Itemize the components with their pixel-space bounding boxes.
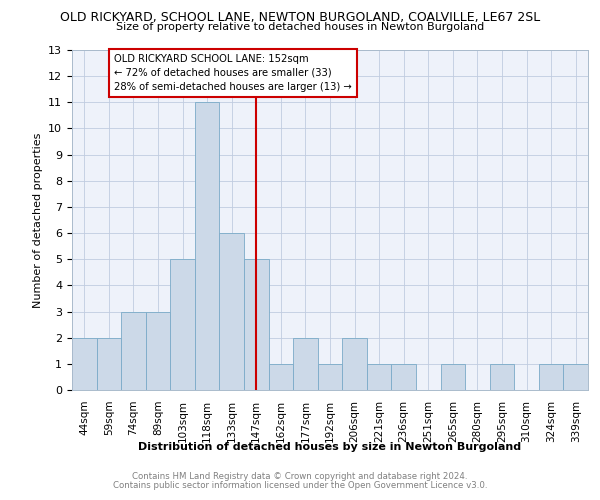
Bar (244, 259, 269, 390)
Text: Contains public sector information licensed under the Open Government Licence v3: Contains public sector information licen… (113, 481, 487, 490)
Text: Contains HM Land Registry data © Crown copyright and database right 2024.: Contains HM Land Registry data © Crown c… (132, 472, 468, 481)
Bar (563, 364, 588, 390)
Bar (367, 364, 391, 390)
Bar (293, 338, 318, 390)
Bar (490, 364, 514, 390)
Text: Size of property relative to detached houses in Newton Burgoland: Size of property relative to detached ho… (116, 22, 484, 32)
Bar (220, 233, 244, 390)
Bar (318, 364, 342, 390)
Text: OLD RICKYARD SCHOOL LANE: 152sqm
← 72% of detached houses are smaller (33)
28% o: OLD RICKYARD SCHOOL LANE: 152sqm ← 72% o… (114, 54, 352, 92)
Text: Distribution of detached houses by size in Newton Burgoland: Distribution of detached houses by size … (139, 442, 521, 452)
Bar (269, 364, 293, 390)
Bar (539, 364, 563, 390)
Bar (97, 338, 121, 390)
Bar (146, 312, 170, 390)
Bar (72, 338, 97, 390)
Bar (170, 259, 195, 390)
Bar (440, 364, 465, 390)
Bar (195, 102, 220, 390)
Text: OLD RICKYARD, SCHOOL LANE, NEWTON BURGOLAND, COALVILLE, LE67 2SL: OLD RICKYARD, SCHOOL LANE, NEWTON BURGOL… (60, 11, 540, 24)
Bar (121, 312, 146, 390)
Bar (391, 364, 416, 390)
Y-axis label: Number of detached properties: Number of detached properties (32, 132, 43, 308)
Bar (342, 338, 367, 390)
